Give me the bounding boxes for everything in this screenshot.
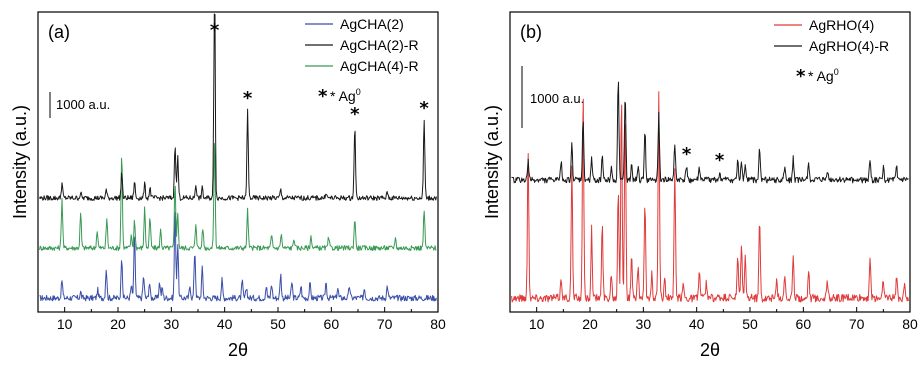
panel-a-x-tick-label: 30: [164, 316, 180, 332]
panel-a-legend-label-agcha2: AgCHA(2): [340, 16, 404, 32]
panel-a-y-axis-title: Intensity (a.u.): [10, 105, 30, 219]
panel-a-series-agcha-2: [39, 211, 437, 302]
panel-a-series-agcha-4-r: [39, 142, 437, 251]
panel-b-x-axis-title: 2θ: [700, 340, 720, 360]
panel-b-x-tick-label: 70: [849, 316, 865, 332]
panel-a-ag0-note-star: *: [318, 86, 328, 107]
panel-a-x-tick-label: 60: [324, 316, 340, 332]
panel-b-plot-frame: [509, 11, 911, 313]
panel-b-ag0-marker: *: [715, 150, 725, 171]
panel-a-x-tick-label: 50: [270, 316, 286, 332]
panel-b-ag0-note-star: *: [796, 66, 806, 87]
panel-b-series-agrho-4: [511, 91, 909, 303]
panel-b-x-tick-label: 50: [742, 316, 758, 332]
panel-a-x-tick-label: 20: [110, 316, 126, 332]
panel-a-x-tick-label: 10: [57, 316, 73, 332]
panel-a-ag0-note: * Ag0: [330, 87, 361, 104]
panel-b-x-tick-label: 20: [582, 316, 598, 332]
panel-a-label: (a): [48, 22, 70, 42]
panel-b-legend-label-agrho4-r: AgRHO(4)-R: [809, 38, 889, 54]
panel-b-x-tick-label: 40: [689, 316, 705, 332]
panel-b-y-axis-title: Intensity (a.u.): [482, 105, 502, 219]
panel-b-legend-label-agrho4: AgRHO(4): [809, 17, 874, 33]
panel-a-x-tick-label: 70: [377, 316, 393, 332]
panel-b: (b) Intensity (a.u.) 2θ 1000 a.u. AgRHO(…: [482, 11, 918, 360]
panel-b-x-tick-label: 80: [902, 316, 918, 332]
panel-a: (a) Intensity (a.u.) 2θ 1000 a.u. AgCHA(…: [10, 11, 446, 360]
panel-a-legend-label-agcha2-r: AgCHA(2)-R: [340, 37, 419, 53]
panel-a-legend-label-agcha4-r: AgCHA(4)-R: [340, 58, 419, 74]
panel-a-ag0-marker: *: [350, 104, 360, 125]
panel-a-legend: AgCHA(2) AgCHA(2)-R AgCHA(4)-R * * Ag0: [305, 16, 419, 107]
panel-b-scale-bar-label: 1000 a.u.: [530, 91, 584, 106]
panel-a-ag0-marker: *: [210, 20, 220, 41]
panel-a-ag0-marker: *: [243, 88, 253, 109]
panel-b-series-agrho-4-r: [511, 81, 909, 184]
panel-a-plot-frame: [37, 11, 439, 313]
panel-a-scale-bar-label: 1000 a.u.: [56, 97, 110, 112]
panel-b-x-tick-label: 60: [796, 316, 812, 332]
panel-b-ag0-note: * Ag0: [808, 67, 839, 84]
panel-a-x-tick-label: 40: [217, 316, 233, 332]
panel-a-x-axis-title: 2θ: [228, 340, 248, 360]
panel-b-legend: AgRHO(4) AgRHO(4)-R * * Ag0: [774, 17, 889, 87]
panel-a-x-tick-label: 80: [430, 316, 446, 332]
panel-b-x-tick-label: 10: [529, 316, 545, 332]
panel-a-series-agcha-2-r: [39, 13, 437, 201]
panel-b-label: (b): [520, 22, 542, 42]
panel-a-ag0-marker: *: [419, 98, 429, 119]
panel-b-x-tick-label: 30: [636, 316, 652, 332]
panel-b-ag0-marker: *: [682, 144, 692, 165]
